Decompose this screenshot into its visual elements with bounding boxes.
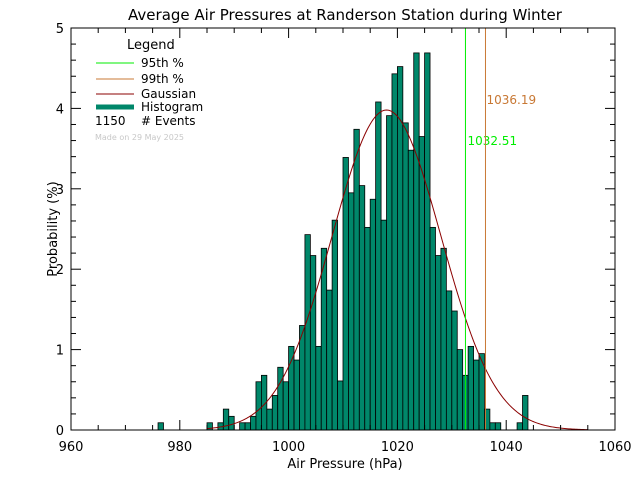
histogram-bar (358, 185, 366, 431)
histogram-bar (451, 310, 458, 431)
y-tick-label: 1 (56, 344, 64, 359)
y-tick-label: 2 (56, 263, 64, 278)
histogram-bar (337, 380, 344, 431)
legend-title: Legend (127, 38, 175, 53)
histogram-bar (435, 255, 442, 431)
gaussian-curve (206, 109, 588, 431)
x-tick-label: 1000 (272, 440, 305, 455)
histogram-bar (293, 359, 300, 431)
histogram-bar (282, 381, 290, 431)
histogram-bar (456, 349, 464, 431)
histogram-bar (309, 255, 317, 431)
histogram-bar (326, 289, 333, 431)
histogram-bar (418, 136, 426, 431)
histogram-bar (299, 325, 306, 431)
histogram-bar (375, 101, 382, 431)
histogram-bar (516, 422, 523, 431)
histogram-bar (380, 219, 387, 431)
y-tick-label: 0 (56, 424, 64, 439)
histogram-bar (288, 345, 295, 431)
histogram-bar (489, 422, 496, 431)
histogram-bar (271, 395, 279, 431)
legend-events-count: 1150 (95, 114, 126, 128)
histogram-bar (255, 381, 262, 431)
histogram-bar (473, 359, 480, 431)
histogram-bar (413, 52, 420, 431)
legend-label-99th: 99th % (141, 72, 184, 86)
histogram-bar (429, 226, 436, 431)
histogram-bar (440, 247, 447, 431)
histogram-bar (320, 247, 328, 431)
histogram-bar (402, 122, 409, 431)
chart-title: Average Air Pressures at Randerson Stati… (128, 6, 563, 24)
histogram-bar (304, 234, 311, 431)
histogram-bar (266, 408, 273, 431)
histogram-bar (315, 345, 322, 431)
y-axis-label: Probability (%) (46, 181, 61, 276)
y-tick-label: 5 (56, 22, 64, 37)
histogram-bar (222, 408, 230, 431)
legend-label-histogram: Histogram (141, 100, 203, 114)
histogram-bar (353, 128, 360, 431)
histogram-bar (396, 66, 404, 431)
x-tick-label: 980 (167, 440, 192, 455)
x-tick-label: 1060 (598, 440, 631, 455)
histogram-bar (250, 415, 257, 431)
histogram-bar (244, 422, 251, 431)
histogram-bar (364, 226, 371, 431)
histogram-bar (494, 422, 502, 431)
legend-events-label: # Events (141, 114, 196, 128)
legend-label-95th: 95th % (141, 56, 184, 70)
x-tick-label: 1040 (490, 440, 523, 455)
histogram-bar (369, 198, 377, 431)
histogram-bar (522, 395, 529, 431)
x-axis-label: Air Pressure (hPa) (287, 457, 402, 472)
histogram-bar (277, 366, 284, 431)
percentile-95-label: 1032.51 (467, 134, 517, 148)
histogram-bar (348, 192, 355, 431)
histogram-bar (331, 219, 338, 431)
histogram-bar (391, 73, 398, 431)
histogram-bar (157, 422, 164, 431)
histogram-bar (386, 115, 393, 431)
histogram-bar (424, 52, 431, 431)
percentile-99-label: 1036.19 (486, 93, 536, 107)
histogram-bar (239, 422, 246, 431)
legend: Legend 95th % 99th % Gaussian Histogram … (95, 38, 203, 142)
histogram-bar (407, 149, 415, 431)
plot-area: 1032.51 1036.19 960 980 1000 1020 1040 1060 0 1 2 3… (56, 22, 632, 455)
legend-label-gaussian: Gaussian (141, 87, 196, 101)
made-on-note: Made on 29 May 2025 (95, 133, 184, 142)
histogram-bar (342, 157, 349, 431)
histogram-bar (467, 345, 474, 431)
histogram-bar (445, 290, 453, 431)
x-tick-label: 960 (59, 440, 84, 455)
x-tick-label: 1020 (381, 440, 414, 455)
histogram-bar (228, 415, 235, 431)
y-tick-label: 4 (56, 102, 64, 117)
y-tick-label: 3 (56, 183, 64, 198)
